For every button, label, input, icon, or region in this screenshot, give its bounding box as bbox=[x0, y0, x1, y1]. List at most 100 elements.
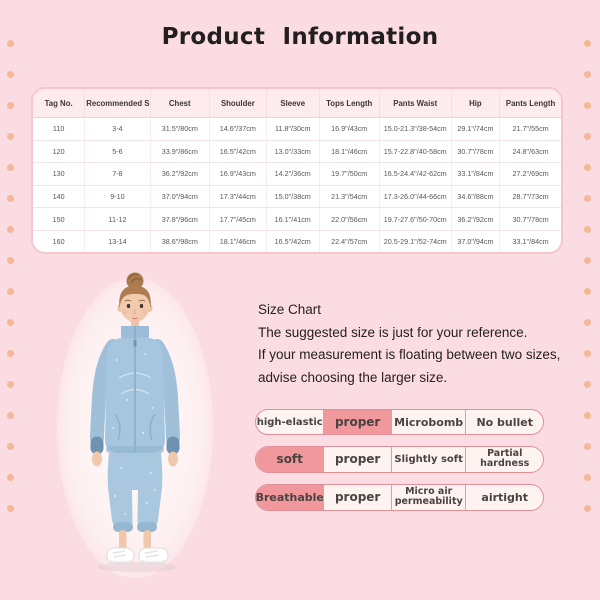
note-line: If your measurement is floating between … bbox=[258, 347, 561, 362]
dot bbox=[584, 288, 591, 295]
left-leg-cuff bbox=[113, 522, 133, 532]
table-cell: 21.7"/55cm bbox=[499, 117, 561, 141]
note-line: The suggested size is just for your refe… bbox=[258, 324, 528, 340]
table-cell: 33.1"/84cm bbox=[512, 236, 549, 246]
dot bbox=[584, 474, 591, 481]
table-cell: 3-4 bbox=[84, 117, 151, 141]
attribute-pill-row: Breathable proper Micro air permeability ai… bbox=[255, 483, 544, 511]
right-ankle bbox=[143, 530, 151, 550]
dot bbox=[7, 474, 14, 481]
table-cell: 18.1"/46cm bbox=[319, 140, 380, 164]
table-cell: 18.1"/46cm bbox=[209, 230, 267, 252]
table-cell: 28.7"/73cm bbox=[499, 185, 561, 209]
dot bbox=[7, 443, 14, 450]
table-header-cell: Tops Length bbox=[319, 89, 380, 118]
attribute-cell: Microbomb bbox=[390, 410, 466, 434]
sneakers bbox=[106, 547, 169, 564]
dot bbox=[584, 164, 591, 171]
table-row: 120 5-6 33.9"/86cm 16.5"/42cm 13.0"/33cm 18.1… bbox=[33, 140, 561, 164]
left-pocket bbox=[114, 413, 121, 441]
size-chart-note: Size Chart The suggested size is just fo… bbox=[258, 299, 578, 389]
table-header-cell: Pants Length bbox=[499, 89, 561, 118]
attribute-cell: No bullet bbox=[465, 410, 542, 434]
table-cell: 37.8"/96cm bbox=[150, 207, 210, 231]
table-cell: 19.7-27.6"/50-70cm bbox=[379, 207, 452, 231]
table-header-cell: Tag No. bbox=[33, 89, 86, 118]
dot bbox=[7, 319, 14, 326]
dot bbox=[584, 226, 591, 233]
table-cell: 14.6"/37cm bbox=[209, 117, 267, 141]
table-cell: 150 bbox=[33, 207, 86, 231]
attribute-pill-row: high-elastic proper Microbomb No bullet bbox=[255, 409, 544, 435]
attribute-cell: Partial hardness bbox=[465, 447, 542, 472]
left-eye bbox=[126, 303, 131, 309]
dot bbox=[584, 257, 591, 264]
table-cell: 36.2"/92cm bbox=[451, 207, 501, 231]
nose bbox=[133, 309, 137, 315]
fleece-texture bbox=[112, 353, 156, 515]
table-cell: 13.0"/33cm bbox=[266, 140, 320, 164]
decorative-dots-right bbox=[584, 40, 591, 512]
table-cell: 16.5-24.4"/42-62cm bbox=[379, 162, 452, 186]
table-cell: 20.5-29.1"/52-74cm bbox=[379, 230, 452, 252]
table-header-cell: Pants Waist bbox=[379, 89, 452, 118]
attribute-pill-row: soft proper Slightly soft Partial hardness bbox=[255, 446, 544, 473]
right-pocket bbox=[149, 413, 156, 441]
table-cell: 120 bbox=[33, 140, 86, 164]
dot bbox=[584, 319, 591, 326]
page-title: Product Information bbox=[161, 24, 439, 50]
table-cell: 16.1"/41cm bbox=[266, 207, 320, 231]
dot bbox=[7, 412, 14, 419]
table-cell: 15.0-21.3"/38-54cm bbox=[379, 117, 452, 141]
table-cell: 19.7"/50cm bbox=[319, 162, 380, 186]
decorative-dots-left bbox=[7, 40, 14, 512]
dot bbox=[584, 102, 591, 109]
dot bbox=[7, 381, 14, 388]
table-cell: 17.3-26.0"/44-66cm bbox=[379, 185, 452, 209]
table-cell: 37.0"/94cm bbox=[451, 230, 501, 252]
attribute-cell: proper bbox=[323, 410, 391, 434]
attribute-cell: soft bbox=[256, 447, 324, 472]
pants bbox=[107, 453, 163, 528]
table-cell: 37.0"/94cm bbox=[150, 185, 210, 209]
table-cell: 38.6"/98cm bbox=[150, 230, 210, 252]
table-cell: 5-6 bbox=[84, 140, 151, 164]
table-cell: 11-12 bbox=[84, 207, 151, 231]
zipper-pull bbox=[133, 340, 137, 347]
right-leg-cuff bbox=[137, 522, 157, 532]
table-header-cell: Sleeve bbox=[266, 89, 320, 118]
dot bbox=[7, 195, 14, 202]
eyebrows bbox=[124, 299, 146, 302]
size-chart-lines: The suggested size is just for your refe… bbox=[258, 322, 578, 390]
note-line: advise choosing the larger size. bbox=[258, 369, 448, 385]
table-cell: 15.0"/38cm bbox=[266, 185, 320, 209]
table-cell: 140 bbox=[33, 185, 86, 209]
attribute-pills: high-elastic proper Microbomb No bullet soft… bbox=[255, 409, 544, 511]
table-cell: 30.7"/78cm bbox=[451, 140, 501, 164]
table-row: 160 13-14 38.6"/98cm 18.1"/46cm 16.5"/42cm 22… bbox=[33, 230, 561, 252]
dot bbox=[584, 40, 591, 47]
size-chart-heading: Size Chart bbox=[258, 302, 322, 317]
table-cell: 11.8"/30cm bbox=[266, 117, 320, 141]
table-header-cell: Recommended Size bbox=[84, 89, 151, 118]
table-cell: 15.7-22.8"/40-58cm bbox=[379, 140, 452, 164]
floor-shadow bbox=[97, 562, 177, 572]
dot bbox=[7, 505, 14, 512]
table-cell: 16.5"/42cm bbox=[209, 140, 267, 164]
attribute-cell: airtight bbox=[465, 484, 542, 510]
table-header-cell: Chest bbox=[150, 89, 210, 118]
table-cell: 30.7"/78cm bbox=[499, 207, 561, 231]
left-ankle bbox=[119, 530, 127, 550]
dot bbox=[584, 381, 591, 388]
dot bbox=[7, 257, 14, 264]
table-cell: 21.3"/54cm bbox=[319, 185, 380, 209]
dot bbox=[7, 350, 14, 357]
table-header-cell: Shoulder bbox=[209, 89, 267, 118]
table-cell: 33.1"/84cm bbox=[451, 162, 501, 186]
dot bbox=[7, 71, 14, 78]
hair bbox=[119, 285, 151, 308]
table-cell: 130 bbox=[33, 162, 86, 186]
dot bbox=[584, 350, 591, 357]
dot bbox=[7, 226, 14, 233]
table-header-cell: Hip bbox=[451, 89, 501, 118]
